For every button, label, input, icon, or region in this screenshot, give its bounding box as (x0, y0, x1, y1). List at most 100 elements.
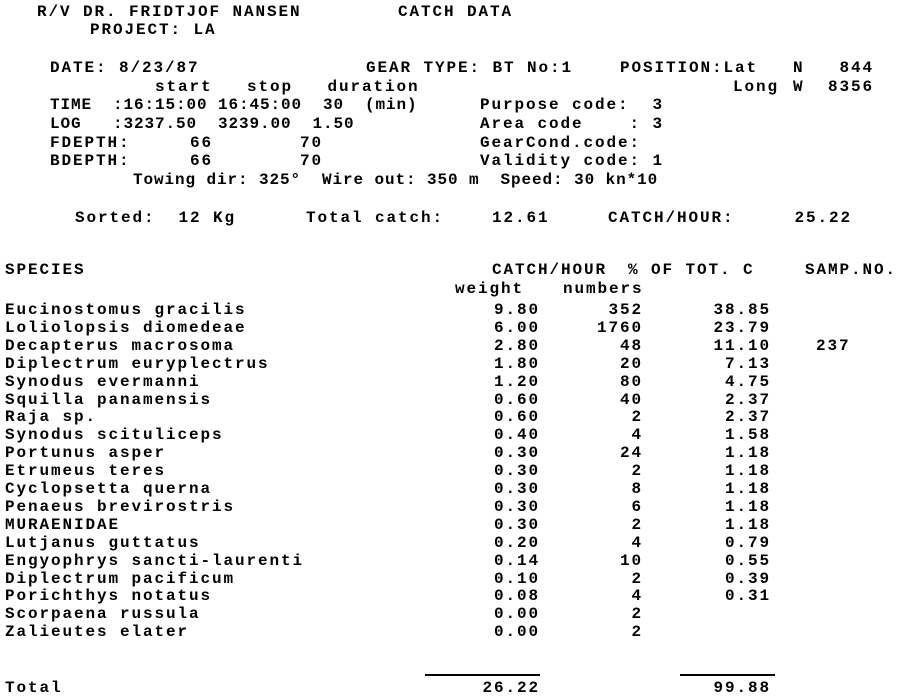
pct-total-rule (680, 674, 775, 676)
table-row: Lutjanus guttatus 0.20 4 0.79 (0, 534, 900, 552)
table-row: Loliolopsis diomedeae 6.00 1760 23.79 (0, 319, 900, 337)
bdepth-start: 66 (190, 152, 214, 170)
bdepth-stop: 70 (300, 152, 324, 170)
table-row: Diplectrum pacificum 0.10 2 0.39 (0, 570, 900, 588)
pct-cell: 23.79 (713, 318, 771, 337)
purpose-code: Purpose code: 3 (480, 96, 665, 114)
weight-total-rule (425, 674, 540, 676)
pct-cell: 2.37 (724, 408, 771, 427)
numbers-cell: 1760 (596, 318, 643, 337)
bdepth-label: BDEPTH: (50, 152, 131, 170)
species-name: Engyophrys sancti-laurenti (5, 551, 305, 570)
total-weight: 26.22 (482, 679, 540, 697)
long-label: Long (733, 78, 780, 96)
weight-cell: 2.80 (493, 336, 540, 355)
table-row: MURAENIDAE 0.30 2 1.18 (0, 516, 900, 534)
species-name: Decapterus macrosoma (5, 336, 236, 355)
weight-cell: 0.60 (493, 408, 540, 427)
pct-cell: 1.18 (724, 444, 771, 463)
weight-cell: 0.30 (493, 480, 540, 498)
species-name: Loliolopsis diomedeae (5, 318, 247, 337)
numbers-cell: 20 (619, 354, 643, 373)
area-code: Area code : 3 (480, 115, 665, 133)
species-name: Etrumeus teres (5, 462, 167, 481)
weight-cell: 0.30 (493, 497, 540, 516)
pct-cell: 7.13 (724, 354, 771, 373)
towing-info: Towing dir: 325° Wire out: 350 m Speed: … (133, 171, 659, 189)
species-name: Cyclopsetta querna (5, 480, 213, 498)
numbers-cell: 2 (631, 462, 643, 481)
numbers-cell: 80 (619, 372, 643, 391)
numbers-cell: 6 (631, 497, 643, 516)
weight-cell: 1.20 (493, 372, 540, 391)
numbers-cell: 352 (608, 301, 643, 319)
numbers-cell: 10 (619, 551, 643, 570)
pct-cell: 1.18 (724, 462, 771, 481)
numbers-cell: 48 (619, 336, 643, 355)
table-row: Synodus scituliceps 0.40 4 1.58 (0, 426, 900, 444)
species-name: Porichthys notatus (5, 587, 213, 606)
table-row: Zalieutes elater 0.00 2 (0, 623, 900, 641)
species-header: SPECIES (5, 261, 86, 279)
pct-cell: 0.55 (724, 551, 771, 570)
table-row: Penaeus brevirostris 0.30 6 1.18 (0, 498, 900, 516)
numbers-cell: 4 (631, 426, 643, 445)
samp-cell: 237 (816, 336, 851, 355)
date: DATE: 8/23/87 (50, 59, 200, 77)
species-name: Squilla panamensis (5, 390, 213, 409)
fdepth-start: 66 (190, 134, 214, 152)
pct-cell: 4.75 (724, 372, 771, 391)
long-value: 8356 (827, 78, 874, 96)
position-label: POSITION:Lat (620, 59, 759, 77)
fdepth-label: FDEPTH: (50, 134, 131, 152)
catch-hour-value: 25.22 (794, 209, 852, 227)
pct-cell: 11.10 (713, 336, 771, 355)
weight-cell: 9.80 (493, 301, 540, 319)
numbers-cell: 8 (631, 480, 643, 498)
pct-cell: 1.18 (724, 515, 771, 534)
species-name: Penaeus brevirostris (5, 497, 236, 516)
weight-cell: 0.20 (493, 533, 540, 552)
sorted-weight: Sorted: 12 Kg (75, 209, 237, 227)
weight-cell: 6.00 (493, 318, 540, 337)
numbers-cell: 24 (619, 444, 643, 463)
numbers-cell: 2 (631, 408, 643, 427)
species-name: Synodus scituliceps (5, 426, 224, 445)
numbers-cell: 2 (631, 623, 643, 642)
pct-header: % OF TOT. C (628, 261, 755, 279)
numbers-cell: 2 (631, 605, 643, 624)
numbers-cell: 40 (619, 390, 643, 409)
project: PROJECT: LA (90, 21, 217, 39)
time-row: TIME :16:15:00 16:45:00 30 (min) (50, 96, 418, 114)
species-name: MURAENIDAE (5, 515, 121, 534)
pct-cell: 38.85 (713, 301, 771, 319)
samp-header: SAMP.NO. (805, 261, 898, 279)
species-name: Scorpaena russula (5, 605, 201, 624)
pct-cell: 0.79 (724, 533, 771, 552)
gearcond-code: GearCond.code: (480, 134, 642, 152)
log-row: LOG :3237.50 3239.00 1.50 (50, 115, 355, 133)
numbers-header: numbers (563, 280, 644, 298)
catch-hour-header: CATCH/HOUR (492, 261, 608, 279)
pct-cell: 2.37 (724, 390, 771, 409)
table-row: Portunus asper 0.30 24 1.18 (0, 444, 900, 462)
weight-cell: 0.10 (493, 569, 540, 588)
species-name: Zalieutes elater (5, 623, 190, 642)
long-hemisphere: W (793, 78, 805, 96)
pct-cell: 1.58 (724, 426, 771, 445)
lat-value: 844 (839, 59, 874, 77)
table-row: Engyophrys sancti-laurenti 0.14 10 0.55 (0, 552, 900, 570)
weight-cell: 0.00 (493, 605, 540, 624)
weight-cell: 0.00 (493, 623, 540, 642)
fdepth-stop: 70 (300, 134, 324, 152)
numbers-cell: 2 (631, 569, 643, 588)
weight-cell: 0.60 (493, 390, 540, 409)
pct-cell: 1.18 (724, 480, 771, 498)
pct-cell: 0.39 (724, 569, 771, 588)
numbers-cell: 4 (631, 587, 643, 606)
weight-cell: 0.40 (493, 426, 540, 445)
table-row: Diplectrum euryplectrus 1.80 20 7.13 (0, 355, 900, 373)
catch-hour-label: CATCH/HOUR: (608, 209, 735, 227)
table-row: Raja sp. 0.60 2 2.37 (0, 408, 900, 426)
table-row: Scorpaena russula 0.00 2 (0, 605, 900, 623)
